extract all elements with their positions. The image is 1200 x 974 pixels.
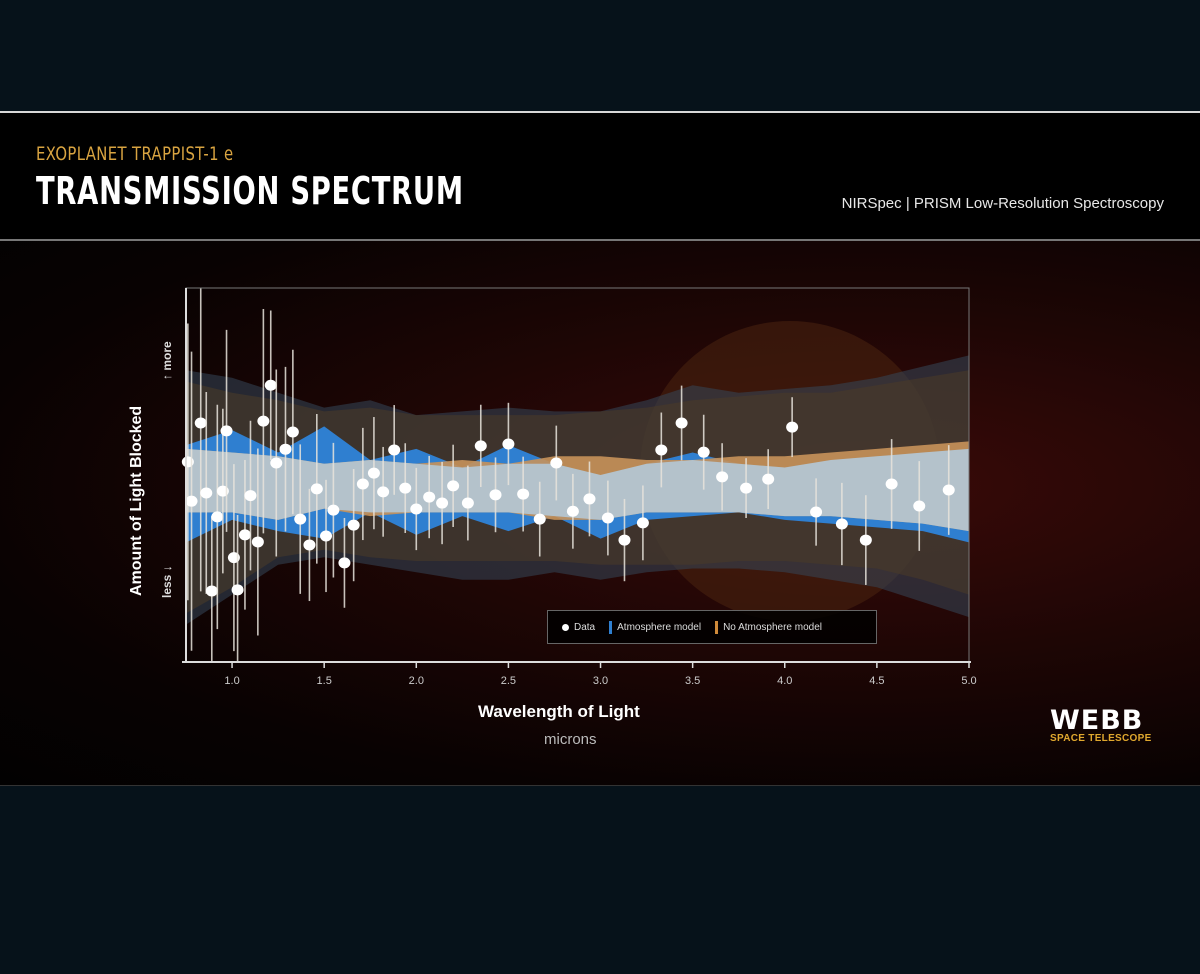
data-point [270, 457, 283, 469]
data-point [566, 505, 579, 517]
data-point [310, 483, 323, 495]
data-point [618, 534, 631, 546]
legend-label: Atmosphere model [617, 621, 702, 633]
data-point [675, 417, 688, 429]
data-point [377, 486, 390, 498]
y-more-label: ↑ more [160, 341, 174, 380]
data-point [231, 584, 244, 596]
data-point [286, 426, 299, 438]
legend-label: No Atmosphere model [723, 621, 823, 633]
legend-label: Data [574, 621, 596, 633]
data-point [205, 585, 218, 597]
y-more-text: more [160, 341, 174, 371]
data-point [200, 487, 213, 499]
atmosphere-swatch-icon [609, 620, 613, 634]
data-point [320, 530, 333, 542]
data-point [279, 443, 292, 455]
data-point [913, 500, 926, 512]
data-point [211, 511, 224, 523]
data-point [810, 506, 823, 518]
x-axis-label: Wavelength of Light [478, 702, 640, 721]
data-point [356, 478, 369, 490]
data-point [517, 488, 530, 500]
header: EXOPLANET TRAPPIST-1 e TRANSMISSION SPEC… [0, 113, 1200, 239]
page-title: TRANSMISSION SPECTRUM [36, 169, 464, 213]
data-point [367, 467, 380, 479]
data-point [251, 536, 264, 548]
data-point [423, 491, 436, 503]
x-tick-label: 3.0 [593, 675, 608, 687]
data-point [697, 446, 710, 458]
data-marker-icon [562, 623, 569, 631]
no-atmosphere-swatch-icon [715, 620, 719, 634]
header-divider [0, 239, 1200, 241]
x-tick-label: 1.0 [224, 675, 239, 687]
data-point [835, 518, 848, 530]
x-tick-label: 4.5 [869, 675, 884, 687]
data-point [786, 421, 799, 433]
data-point [489, 489, 502, 501]
legend: Data Atmosphere model No Atmosphere mode… [547, 610, 877, 644]
data-point [762, 473, 775, 485]
data-point [436, 497, 449, 509]
x-tick-label: 4.0 [777, 675, 792, 687]
data-point [502, 438, 515, 450]
x-axis-unit: microns [544, 731, 597, 748]
legend-item-atmosphere: Atmosphere model [609, 620, 702, 634]
data-point [447, 480, 460, 492]
instrument-label: NIRSpec | PRISM Low-Resolution Spectrosc… [841, 195, 1164, 212]
data-point [194, 417, 207, 429]
top-divider [0, 111, 1200, 113]
data-point [347, 519, 360, 531]
x-tick-label: 3.5 [685, 675, 700, 687]
legend-item-data: Data [562, 622, 595, 633]
webb-logo: WEBB SPACE TELESCOPE [1050, 705, 1152, 744]
data-point [303, 539, 316, 551]
model-overlap-band [186, 448, 969, 532]
data-point [244, 490, 257, 502]
kicker: EXOPLANET TRAPPIST-1 e [36, 143, 234, 165]
data-point [388, 444, 401, 456]
data-point [410, 503, 423, 515]
data-point [474, 440, 487, 452]
data-point [636, 517, 649, 529]
data-point [461, 497, 474, 509]
legend-item-no-atmosphere: No Atmosphere model [715, 620, 823, 634]
y-axis-label: Amount of Light Blocked [128, 405, 145, 596]
data-point [740, 482, 753, 494]
data-point [338, 557, 351, 569]
x-tick-label: 2.5 [501, 675, 516, 687]
data-point [257, 415, 270, 427]
data-point [533, 513, 546, 525]
spectrum-chart: 1.0 1.5 2.0 2.5 3.0 3.5 4.0 4.5 5.0 [181, 287, 977, 687]
x-tick-label: 5.0 [961, 675, 976, 687]
data-point [859, 534, 872, 546]
data-point [885, 478, 898, 490]
bottom-divider [0, 785, 1200, 786]
data-point [238, 529, 251, 541]
data-point [294, 513, 307, 525]
x-tick-label: 2.0 [409, 675, 424, 687]
data-point [264, 379, 277, 391]
data-point [327, 504, 340, 516]
data-point [399, 482, 412, 494]
data-point [185, 495, 198, 507]
y-less-text: less [160, 574, 174, 598]
logo-name: WEBB [1050, 705, 1144, 736]
logo-tagline: SPACE TELESCOPE [1050, 733, 1152, 744]
data-point [716, 471, 729, 483]
data-point [550, 457, 563, 469]
y-less-label: less ↓ [160, 565, 174, 598]
data-point [220, 425, 233, 437]
data-point [583, 493, 596, 505]
data-point [655, 444, 668, 456]
x-tick-label: 1.5 [317, 675, 332, 687]
data-point [601, 512, 614, 524]
data-point [942, 484, 955, 496]
